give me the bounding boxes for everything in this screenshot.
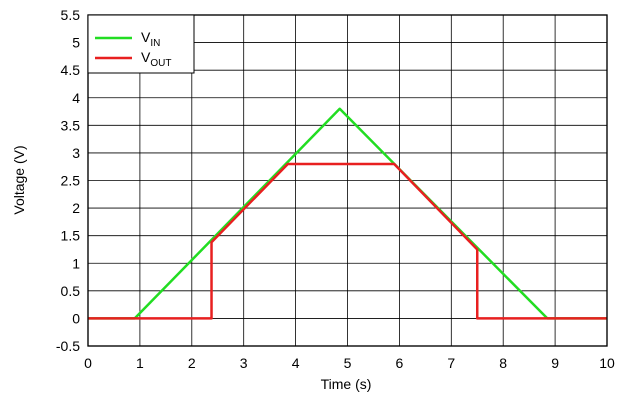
legend-label-vout: VOUT <box>141 49 171 69</box>
legend-box <box>87 14 195 74</box>
x-tick-labels: 0 1 2 3 4 5 6 7 8 9 10 <box>84 355 615 371</box>
x-tick-label: 0 <box>84 355 92 371</box>
x-tick-label: 5 <box>344 355 352 371</box>
y-tick-label: 3.5 <box>61 117 81 133</box>
x-tick-label: 1 <box>136 355 144 371</box>
y-tick-label: 4.5 <box>61 62 81 78</box>
legend: VIN VOUT <box>87 14 195 74</box>
y-tick-label: 2.5 <box>61 173 81 189</box>
y-tick-label: 3 <box>72 145 80 161</box>
y-tick-label: 1 <box>72 255 80 271</box>
x-tick-label: 9 <box>551 355 559 371</box>
series-line-vout <box>88 162 607 320</box>
legend-label-vin: VIN <box>141 29 160 49</box>
legend-label-vout-sub: OUT <box>150 58 171 69</box>
y-tick-label: 2 <box>72 200 80 216</box>
plot-border <box>87 14 608 347</box>
legend-label-vin-main: V <box>141 29 151 45</box>
series-lines <box>88 107 607 320</box>
y-tick-label: 1.5 <box>61 228 81 244</box>
y-axis-title: Voltage (V) <box>11 145 27 214</box>
x-tick-label: 2 <box>188 355 196 371</box>
y-tick-labels: -0.5 0 0.5 1 1.5 2 2.5 3 3.5 4 4.5 5 5.5 <box>56 7 80 354</box>
x-tick-label: 7 <box>447 355 455 371</box>
legend-label-vout-main: V <box>141 49 151 65</box>
x-axis-title: Time (s) <box>321 376 372 392</box>
x-tick-label: 8 <box>499 355 507 371</box>
x-tick-label: 3 <box>240 355 248 371</box>
y-tick-label: 5 <box>72 35 80 51</box>
y-tick-label: 4 <box>72 90 80 106</box>
y-tick-label: 5.5 <box>61 7 81 23</box>
x-tick-label: 6 <box>396 355 404 371</box>
x-tick-label: 4 <box>292 355 300 371</box>
legend-label-vin-sub: IN <box>150 38 160 49</box>
y-tick-label: -0.5 <box>56 338 80 354</box>
y-tick-label: 0.5 <box>61 283 81 299</box>
y-tick-label: 0 <box>72 310 80 326</box>
x-tick-label: 10 <box>599 355 615 371</box>
